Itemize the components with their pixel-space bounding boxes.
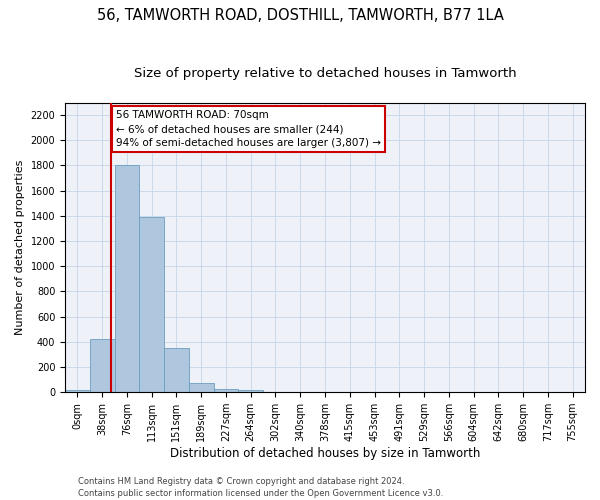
Bar <box>90 340 115 392</box>
Text: 56 TAMWORTH ROAD: 70sqm
← 6% of detached houses are smaller (244)
94% of semi-de: 56 TAMWORTH ROAD: 70sqm ← 6% of detached… <box>116 110 381 148</box>
Y-axis label: Number of detached properties: Number of detached properties <box>15 160 25 335</box>
Bar <box>238 390 263 392</box>
X-axis label: Distribution of detached houses by size in Tamworth: Distribution of detached houses by size … <box>170 447 480 460</box>
Bar <box>189 383 214 392</box>
Text: 56, TAMWORTH ROAD, DOSTHILL, TAMWORTH, B77 1LA: 56, TAMWORTH ROAD, DOSTHILL, TAMWORTH, B… <box>97 8 503 22</box>
Bar <box>164 348 189 392</box>
Bar <box>65 390 90 392</box>
Bar <box>139 217 164 392</box>
Title: Size of property relative to detached houses in Tamworth: Size of property relative to detached ho… <box>134 68 517 80</box>
Text: Contains HM Land Registry data © Crown copyright and database right 2024.
Contai: Contains HM Land Registry data © Crown c… <box>78 476 443 498</box>
Bar <box>115 166 139 392</box>
Bar <box>214 389 238 392</box>
